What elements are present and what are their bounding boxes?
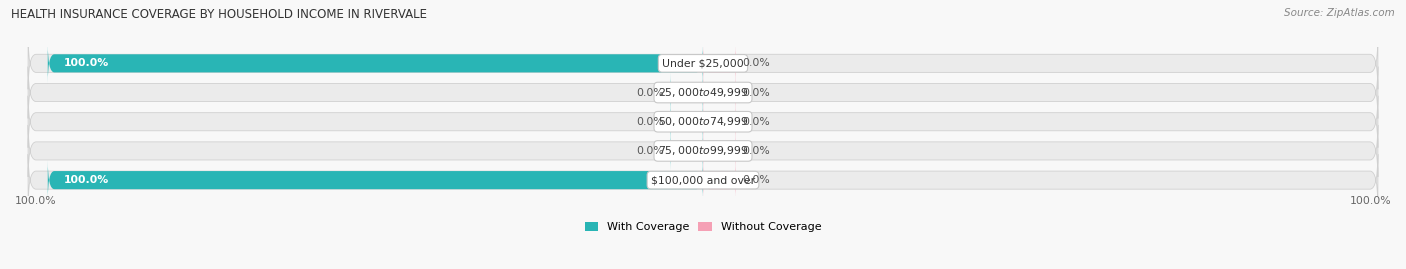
Text: 0.0%: 0.0% [742, 87, 770, 98]
FancyBboxPatch shape [703, 131, 735, 171]
Text: 0.0%: 0.0% [742, 117, 770, 127]
Text: 0.0%: 0.0% [742, 175, 770, 185]
Text: 100.0%: 100.0% [1350, 196, 1391, 206]
Text: 0.0%: 0.0% [636, 87, 664, 98]
FancyBboxPatch shape [48, 160, 703, 200]
FancyBboxPatch shape [703, 160, 735, 200]
Text: $100,000 and over: $100,000 and over [651, 175, 755, 185]
Text: $50,000 to $74,999: $50,000 to $74,999 [658, 115, 748, 128]
Legend: With Coverage, Without Coverage: With Coverage, Without Coverage [585, 222, 821, 232]
Text: $75,000 to $99,999: $75,000 to $99,999 [658, 144, 748, 157]
Text: 0.0%: 0.0% [636, 117, 664, 127]
FancyBboxPatch shape [28, 66, 1378, 119]
FancyBboxPatch shape [28, 96, 1378, 148]
FancyBboxPatch shape [703, 102, 735, 142]
Text: 100.0%: 100.0% [65, 58, 110, 68]
FancyBboxPatch shape [28, 37, 1378, 89]
FancyBboxPatch shape [28, 125, 1378, 177]
Text: 0.0%: 0.0% [742, 146, 770, 156]
Text: 100.0%: 100.0% [65, 175, 110, 185]
Text: Under $25,000: Under $25,000 [662, 58, 744, 68]
Text: 0.0%: 0.0% [636, 146, 664, 156]
FancyBboxPatch shape [703, 43, 735, 83]
FancyBboxPatch shape [671, 102, 703, 142]
Text: $25,000 to $49,999: $25,000 to $49,999 [658, 86, 748, 99]
Text: 100.0%: 100.0% [15, 196, 56, 206]
FancyBboxPatch shape [671, 131, 703, 171]
Text: Source: ZipAtlas.com: Source: ZipAtlas.com [1284, 8, 1395, 18]
FancyBboxPatch shape [703, 72, 735, 113]
Text: 0.0%: 0.0% [742, 58, 770, 68]
Text: HEALTH INSURANCE COVERAGE BY HOUSEHOLD INCOME IN RIVERVALE: HEALTH INSURANCE COVERAGE BY HOUSEHOLD I… [11, 8, 427, 21]
FancyBboxPatch shape [671, 72, 703, 113]
FancyBboxPatch shape [48, 43, 703, 83]
FancyBboxPatch shape [28, 154, 1378, 206]
